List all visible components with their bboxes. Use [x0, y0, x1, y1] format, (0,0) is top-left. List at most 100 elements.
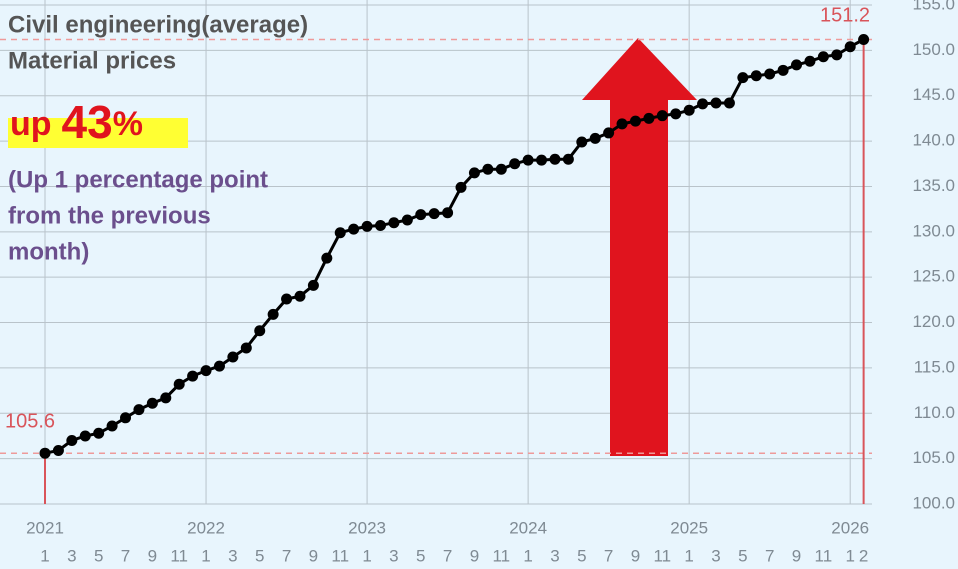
x-tick-label: 11 [331, 546, 349, 565]
x-tick-label: 1 [523, 546, 532, 565]
x-tick-label: 1 [201, 546, 210, 565]
data-point [549, 153, 561, 165]
data-point [562, 153, 574, 165]
data-point [629, 115, 641, 127]
y-tick-label: 120.0 [912, 312, 955, 331]
data-point [93, 427, 105, 439]
data-point [334, 227, 346, 239]
x-tick-label: 9 [148, 546, 157, 565]
data-point [415, 209, 427, 221]
data-point [603, 127, 615, 139]
data-point [616, 118, 628, 130]
x-tick-label: 7 [282, 546, 291, 565]
note-line: (Up 1 percentage point [8, 166, 268, 193]
data-point [187, 370, 199, 382]
x-year-label: 2023 [348, 518, 386, 537]
x-tick-label: 1 [40, 546, 49, 565]
x-tick-label: 9 [792, 546, 801, 565]
data-point [281, 293, 293, 305]
data-point [482, 163, 494, 175]
data-point [267, 308, 279, 320]
headline-part: 43 [62, 96, 113, 148]
data-point [858, 33, 870, 45]
x-tick-label: 5 [738, 546, 747, 565]
data-point [106, 420, 118, 432]
data-point [455, 181, 467, 193]
data-point [388, 217, 400, 229]
x-tick-label: 1 [684, 546, 693, 565]
y-tick-label: 110.0 [914, 403, 955, 422]
data-point [254, 325, 266, 337]
y-tick-label: 140.0 [912, 131, 955, 150]
arrow-shaft [610, 99, 668, 456]
y-tick-label: 145.0 [912, 85, 955, 104]
data-point [764, 68, 776, 80]
data-point [791, 59, 803, 71]
x-tick-label: 7 [604, 546, 613, 565]
y-tick-label: 100.0 [912, 493, 955, 512]
data-point [817, 51, 829, 63]
y-tick-label: 115.0 [914, 357, 955, 376]
title-line: Material prices [8, 47, 176, 74]
data-point [750, 70, 762, 82]
data-point [509, 158, 521, 170]
data-point [200, 365, 212, 377]
data-point [79, 430, 91, 442]
x-year-label: 2025 [670, 518, 708, 537]
headline-part: up [10, 105, 52, 143]
data-point [160, 392, 172, 404]
data-point [495, 163, 507, 175]
x-tick-label: 11 [815, 546, 833, 565]
data-point [120, 412, 132, 424]
data-point [133, 404, 145, 416]
x-tick-label: 1 [845, 546, 854, 565]
data-point [227, 351, 239, 363]
data-point [804, 55, 816, 67]
data-point [737, 72, 749, 84]
data-point [428, 208, 440, 220]
headline: up 43% [10, 96, 143, 148]
x-tick-label: 7 [443, 546, 452, 565]
data-point [522, 154, 534, 166]
value-label: 151.2 [820, 4, 870, 26]
x-tick-label: 1 [362, 546, 371, 565]
data-point [831, 49, 843, 61]
x-year-label: 2024 [509, 518, 547, 537]
y-tick-label: 105.0 [912, 448, 955, 467]
data-point [442, 207, 454, 219]
data-point [294, 290, 306, 302]
note-line: month) [8, 238, 89, 265]
data-point [307, 279, 319, 291]
data-point [361, 220, 373, 232]
x-tick-label: 11 [492, 546, 510, 565]
x-tick-label: 11 [170, 546, 188, 565]
data-point [146, 397, 158, 409]
y-tick-label: 150.0 [912, 40, 955, 59]
data-point [66, 434, 78, 446]
headline-part: % [113, 105, 143, 143]
x-year-label: 2026 [831, 518, 869, 537]
title-line: Civil engineering(average) [8, 11, 308, 38]
data-point [697, 98, 709, 110]
x-tick-label: 3 [550, 546, 559, 565]
arrow-head [582, 38, 697, 100]
x-tick-label: 7 [121, 546, 130, 565]
data-point [173, 378, 185, 390]
data-point [536, 154, 548, 166]
x-tick-label: 3 [711, 546, 720, 565]
data-point [723, 97, 735, 109]
value-label: 105.6 [5, 410, 55, 432]
data-point [401, 214, 413, 226]
data-point [213, 360, 225, 372]
x-tick-label: 9 [309, 546, 318, 565]
x-tick-label: 5 [577, 546, 586, 565]
data-point [656, 110, 668, 122]
series-line [44, 38, 865, 455]
headline-highlight [8, 118, 188, 148]
note-line: from the previous [8, 202, 211, 229]
x-tick-label: 3 [67, 546, 76, 565]
x-tick-label: 5 [416, 546, 425, 565]
x-tick-label: 3 [228, 546, 237, 565]
data-point [348, 223, 360, 235]
